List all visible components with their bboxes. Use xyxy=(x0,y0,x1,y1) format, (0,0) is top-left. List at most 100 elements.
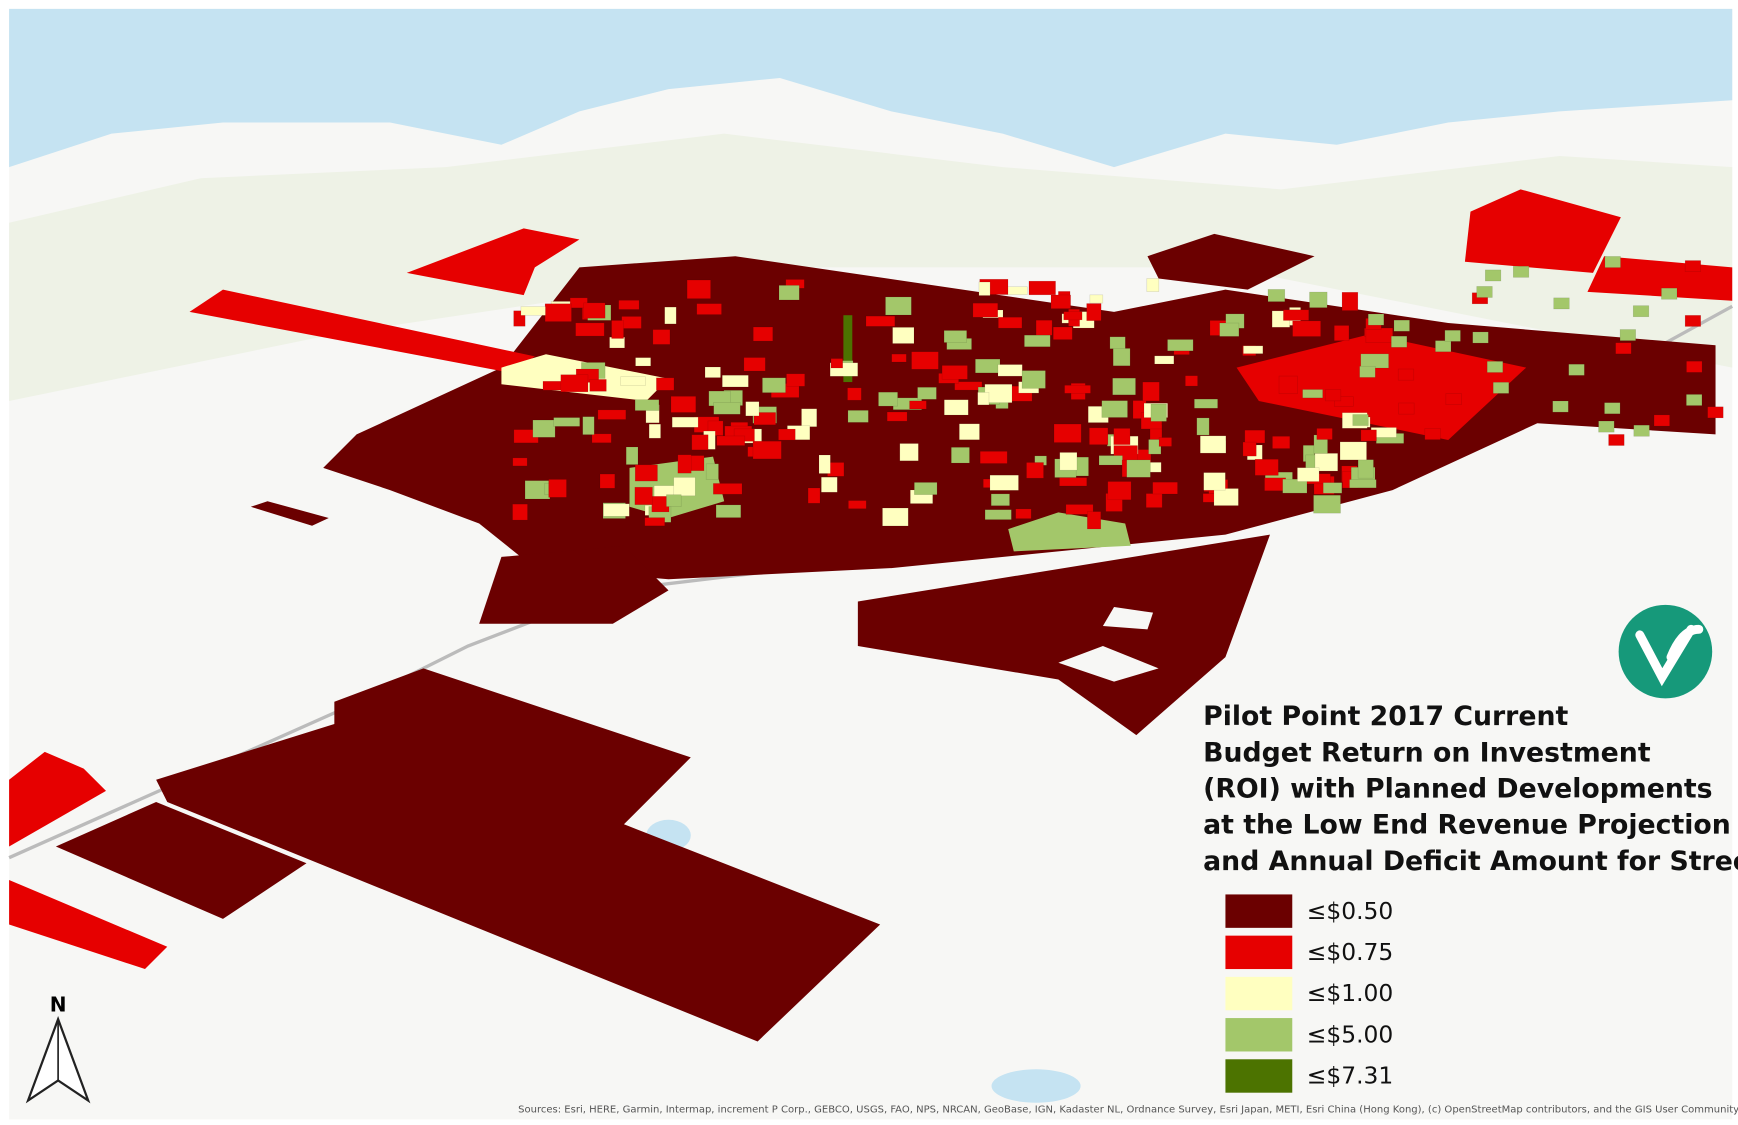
building-block xyxy=(1213,488,1239,506)
building-block xyxy=(611,320,624,339)
building-block xyxy=(705,463,719,480)
building-block xyxy=(752,440,782,460)
building-block xyxy=(1194,398,1218,409)
legend-label: ≤$0.50 xyxy=(1307,897,1394,925)
building-block xyxy=(1292,320,1321,337)
building-block xyxy=(1445,393,1462,405)
building-block xyxy=(911,351,939,370)
building-block xyxy=(716,435,746,446)
legend-swatch xyxy=(1225,1059,1293,1093)
building-block xyxy=(1113,428,1131,445)
building-block xyxy=(899,443,919,462)
building-block xyxy=(582,416,595,435)
building-block xyxy=(1244,429,1266,444)
building-block xyxy=(1324,389,1342,402)
building-block xyxy=(1435,340,1452,353)
gap xyxy=(1102,607,1154,630)
building-block xyxy=(1360,429,1377,442)
logo xyxy=(1618,604,1713,699)
title-line: at the Low End Revenue Projection xyxy=(1203,810,1731,841)
building-block xyxy=(1021,370,1046,389)
building-block xyxy=(847,387,862,401)
building-block xyxy=(1357,459,1374,479)
building-block xyxy=(532,419,556,438)
building-block xyxy=(1150,403,1167,422)
building-block xyxy=(1112,348,1131,367)
building-block xyxy=(943,330,967,343)
building-block xyxy=(575,322,605,337)
building-block xyxy=(753,412,776,426)
building-block xyxy=(520,306,546,316)
building-block xyxy=(1684,260,1701,272)
building-block xyxy=(1476,286,1493,298)
building-block xyxy=(1598,420,1615,433)
building-block xyxy=(972,302,999,318)
building-block xyxy=(634,486,653,505)
building-block xyxy=(1359,365,1376,378)
building-block xyxy=(620,376,646,386)
building-block xyxy=(553,417,581,427)
building-block xyxy=(1064,385,1091,394)
building-block xyxy=(512,503,528,521)
parcel xyxy=(250,501,329,526)
building-block xyxy=(1360,353,1389,369)
building-block xyxy=(1512,265,1530,278)
building-block xyxy=(664,306,677,325)
building-block xyxy=(603,503,630,517)
building-block xyxy=(743,357,766,372)
building-block xyxy=(673,477,696,497)
blocks xyxy=(512,256,1724,530)
building-block xyxy=(1059,477,1088,487)
building-block xyxy=(1333,396,1354,407)
building-block xyxy=(1283,309,1310,321)
building-block xyxy=(715,504,742,518)
building-block xyxy=(1608,434,1625,446)
building-block xyxy=(1309,291,1328,308)
parcel xyxy=(479,545,669,624)
building-block xyxy=(1604,402,1621,415)
building-block xyxy=(1052,326,1073,340)
building-block xyxy=(513,310,526,327)
building-block xyxy=(652,329,671,345)
building-block xyxy=(583,302,606,319)
building-block xyxy=(1089,427,1109,445)
building-block xyxy=(656,377,675,391)
parcel xyxy=(55,801,307,919)
building-block xyxy=(599,473,616,489)
building-block xyxy=(1333,325,1350,342)
building-block xyxy=(713,402,741,415)
building-block xyxy=(1028,280,1056,296)
building-block xyxy=(1684,315,1701,327)
building-block xyxy=(979,451,1008,464)
building-block xyxy=(885,296,912,316)
building-block xyxy=(1472,331,1489,344)
building-block xyxy=(1026,462,1044,479)
building-block xyxy=(1661,287,1678,300)
building-block xyxy=(1089,294,1104,304)
north-label: N xyxy=(50,992,67,1016)
pond xyxy=(991,1069,1081,1103)
building-block xyxy=(944,399,969,416)
title-line: and Annual Deficit Amount for Streets xyxy=(1203,846,1738,877)
building-block xyxy=(941,365,968,380)
building-block xyxy=(997,364,1023,377)
building-block xyxy=(1199,435,1227,454)
building-block xyxy=(1065,504,1094,515)
building-block xyxy=(1444,329,1461,342)
legend: ≤$0.50 ≤$0.75 ≤$1.00 ≤$5.00 ≤$7.31 xyxy=(1225,894,1394,1093)
building-block xyxy=(1552,400,1569,413)
building-block xyxy=(722,374,749,388)
building-block xyxy=(677,454,692,474)
building-block xyxy=(1632,305,1650,318)
building-block xyxy=(786,373,806,387)
building-block xyxy=(635,357,651,367)
building-block xyxy=(1063,311,1083,321)
building-block xyxy=(1015,508,1032,519)
title-line: (ROI) with Planned Developments xyxy=(1203,774,1712,805)
building-block xyxy=(713,483,743,495)
lake xyxy=(9,8,1733,168)
legend-label: ≤$0.75 xyxy=(1307,938,1394,966)
building-block xyxy=(752,326,774,342)
building-block xyxy=(1185,375,1198,387)
